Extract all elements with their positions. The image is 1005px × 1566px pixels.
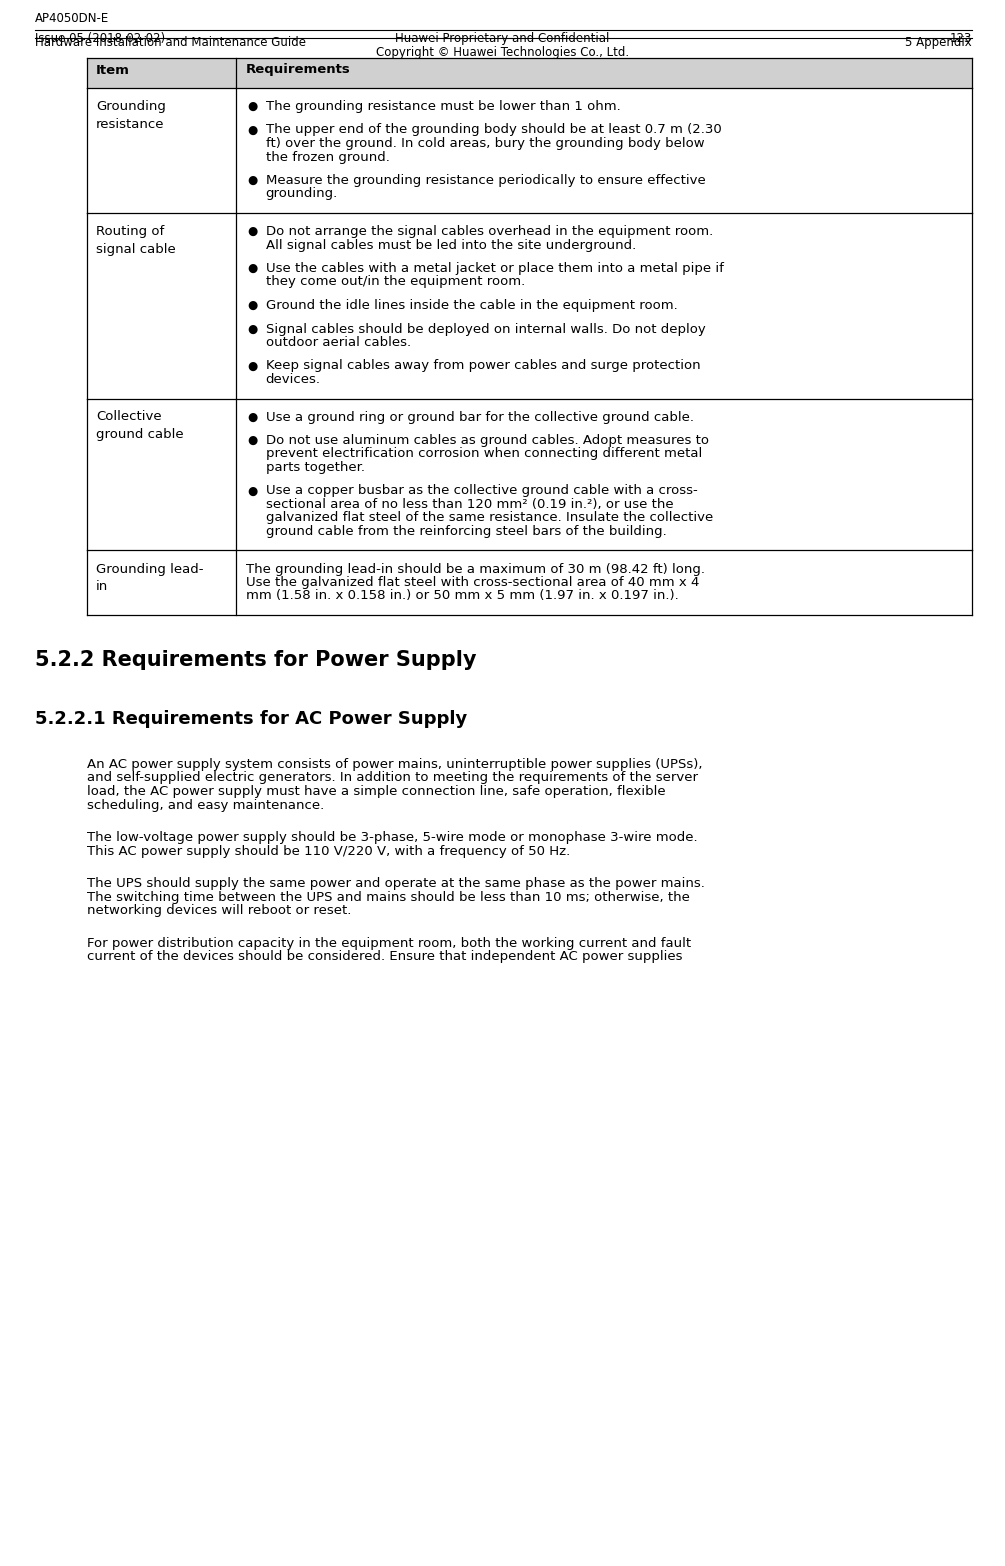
Text: Issue 05 (2018-02-02): Issue 05 (2018-02-02) — [35, 31, 165, 45]
Text: devices.: devices. — [265, 373, 321, 385]
Text: 5.2.2 Requirements for Power Supply: 5.2.2 Requirements for Power Supply — [35, 650, 476, 670]
Text: prevent electrification corrosion when connecting different metal: prevent electrification corrosion when c… — [265, 448, 701, 460]
Text: This AC power supply should be 110 V/220 V, with a frequency of 50 Hz.: This AC power supply should be 110 V/220… — [87, 844, 570, 858]
Text: Item: Item — [96, 64, 130, 77]
Text: they come out/in the equipment room.: they come out/in the equipment room. — [265, 276, 525, 288]
Text: Ground the idle lines inside the cable in the equipment room.: Ground the idle lines inside the cable i… — [265, 299, 677, 312]
Text: Huawei Proprietary and Confidential: Huawei Proprietary and Confidential — [395, 31, 610, 45]
Text: Use a ground ring or ground bar for the collective ground cable.: Use a ground ring or ground bar for the … — [265, 410, 693, 423]
Text: Collective
ground cable: Collective ground cable — [96, 410, 184, 442]
Text: ●: ● — [247, 174, 258, 186]
Text: the frozen ground.: the frozen ground. — [265, 150, 390, 163]
Text: Grounding
resistance: Grounding resistance — [96, 100, 166, 130]
Text: ●: ● — [247, 484, 258, 498]
Text: 123: 123 — [950, 31, 972, 45]
Text: and self-supplied electric generators. In addition to meeting the requirements o: and self-supplied electric generators. I… — [87, 772, 698, 785]
Text: The grounding resistance must be lower than 1 ohm.: The grounding resistance must be lower t… — [265, 100, 620, 113]
Text: sectional area of no less than 120 mm² (0.19 in.²), or use the: sectional area of no less than 120 mm² (… — [265, 498, 673, 511]
Text: 5 Appendix: 5 Appendix — [906, 36, 972, 49]
Text: The switching time between the UPS and mains should be less than 10 ms; otherwis: The switching time between the UPS and m… — [87, 891, 689, 904]
Text: The upper end of the grounding body should be at least 0.7 m (2.30: The upper end of the grounding body shou… — [265, 124, 722, 136]
Text: Keep signal cables away from power cables and surge protection: Keep signal cables away from power cable… — [265, 360, 700, 373]
Text: grounding.: grounding. — [265, 188, 338, 200]
Text: An AC power supply system consists of power mains, uninterruptible power supplie: An AC power supply system consists of po… — [87, 758, 702, 770]
Text: Use the galvanized flat steel with cross-sectional area of 40 mm x 4: Use the galvanized flat steel with cross… — [245, 576, 699, 589]
Text: ●: ● — [247, 226, 258, 238]
Text: Measure the grounding resistance periodically to ensure effective: Measure the grounding resistance periodi… — [265, 174, 706, 186]
Text: scheduling, and easy maintenance.: scheduling, and easy maintenance. — [87, 799, 325, 811]
Text: Copyright © Huawei Technologies Co., Ltd.: Copyright © Huawei Technologies Co., Ltd… — [376, 45, 629, 60]
Text: networking devices will reboot or reset.: networking devices will reboot or reset. — [87, 904, 352, 918]
Text: Do not arrange the signal cables overhead in the equipment room.: Do not arrange the signal cables overhea… — [265, 226, 713, 238]
Text: ●: ● — [247, 360, 258, 373]
Text: load, the AC power supply must have a simple connection line, safe operation, fl: load, the AC power supply must have a si… — [87, 785, 665, 799]
Text: Use the cables with a metal jacket or place them into a metal pipe if: Use the cables with a metal jacket or pl… — [265, 262, 724, 276]
Text: Hardware Installation and Maintenance Guide: Hardware Installation and Maintenance Gu… — [35, 36, 306, 49]
Bar — [87, 58, 972, 88]
Text: ft) over the ground. In cold areas, bury the grounding body below: ft) over the ground. In cold areas, bury… — [265, 136, 705, 150]
Text: ●: ● — [247, 410, 258, 423]
Text: parts together.: parts together. — [265, 460, 365, 474]
Text: mm (1.58 in. x 0.158 in.) or 50 mm x 5 mm (1.97 in. x 0.197 in.).: mm (1.58 in. x 0.158 in.) or 50 mm x 5 m… — [245, 589, 678, 603]
Text: ●: ● — [247, 124, 258, 136]
Text: For power distribution capacity in the equipment room, both the working current : For power distribution capacity in the e… — [87, 936, 691, 949]
Text: Use a copper busbar as the collective ground cable with a cross-: Use a copper busbar as the collective gr… — [265, 484, 697, 498]
Text: Grounding lead-
in: Grounding lead- in — [96, 562, 203, 594]
Text: AP4050DN-E: AP4050DN-E — [35, 13, 110, 25]
Text: ●: ● — [247, 100, 258, 113]
Text: Requirements: Requirements — [245, 64, 351, 77]
Text: outdoor aerial cables.: outdoor aerial cables. — [265, 337, 411, 349]
Text: 5.2.2.1 Requirements for AC Power Supply: 5.2.2.1 Requirements for AC Power Supply — [35, 709, 467, 728]
Text: ●: ● — [247, 262, 258, 276]
Text: The UPS should supply the same power and operate at the same phase as the power : The UPS should supply the same power and… — [87, 877, 705, 889]
Text: The low-voltage power supply should be 3-phase, 5-wire mode or monophase 3-wire : The low-voltage power supply should be 3… — [87, 832, 697, 844]
Text: galvanized flat steel of the same resistance. Insulate the collective: galvanized flat steel of the same resist… — [265, 512, 713, 525]
Text: ground cable from the reinforcing steel bars of the building.: ground cable from the reinforcing steel … — [265, 525, 666, 539]
Text: The grounding lead-in should be a maximum of 30 m (98.42 ft) long.: The grounding lead-in should be a maximu… — [245, 562, 705, 575]
Text: ●: ● — [247, 323, 258, 335]
Text: Do not use aluminum cables as ground cables. Adopt measures to: Do not use aluminum cables as ground cab… — [265, 434, 709, 446]
Text: ●: ● — [247, 434, 258, 446]
Text: Signal cables should be deployed on internal walls. Do not deploy: Signal cables should be deployed on inte… — [265, 323, 706, 335]
Text: All signal cables must be led into the site underground.: All signal cables must be led into the s… — [265, 238, 636, 252]
Text: ●: ● — [247, 299, 258, 312]
Text: Routing of
signal cable: Routing of signal cable — [96, 226, 176, 255]
Text: current of the devices should be considered. Ensure that independent AC power su: current of the devices should be conside… — [87, 951, 682, 963]
